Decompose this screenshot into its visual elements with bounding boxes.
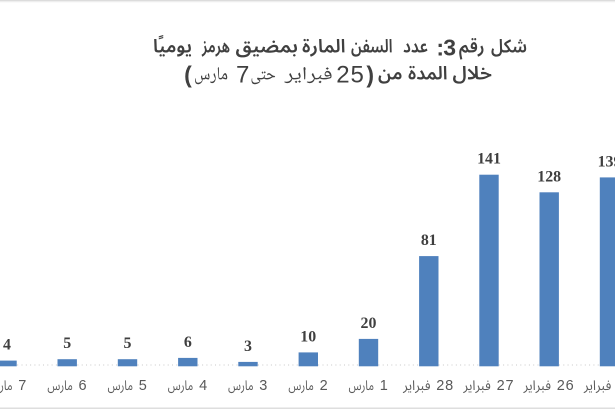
svg-text:1: 1 — [380, 378, 389, 394]
svg-text:20: 20 — [361, 315, 377, 332]
svg-text:27: 27 — [497, 378, 515, 394]
svg-text:3: 3 — [244, 338, 252, 355]
svg-text:): ) — [366, 61, 374, 87]
svg-text:5: 5 — [63, 335, 71, 352]
svg-text::: : — [436, 34, 444, 60]
svg-text:5: 5 — [139, 378, 148, 394]
svg-text:28: 28 — [436, 378, 454, 394]
svg-text:128: 128 — [537, 168, 561, 185]
svg-text:7: 7 — [236, 61, 249, 88]
svg-text:10: 10 — [300, 328, 316, 345]
svg-text:139: 139 — [598, 153, 615, 170]
svg-text:25: 25 — [336, 61, 364, 88]
svg-text:26: 26 — [557, 378, 575, 394]
svg-text:6: 6 — [79, 378, 88, 394]
svg-text:4: 4 — [3, 337, 11, 354]
svg-text:5: 5 — [124, 335, 132, 352]
svg-text:81: 81 — [421, 232, 437, 249]
svg-text:3: 3 — [443, 34, 456, 60]
svg-text:(: ( — [184, 61, 192, 87]
svg-text:141: 141 — [477, 151, 501, 168]
svg-text:6: 6 — [184, 334, 192, 351]
svg-text:3: 3 — [259, 378, 268, 394]
svg-text:2: 2 — [320, 378, 329, 394]
svg-text:7: 7 — [18, 378, 27, 394]
svg-text:4: 4 — [199, 378, 208, 394]
